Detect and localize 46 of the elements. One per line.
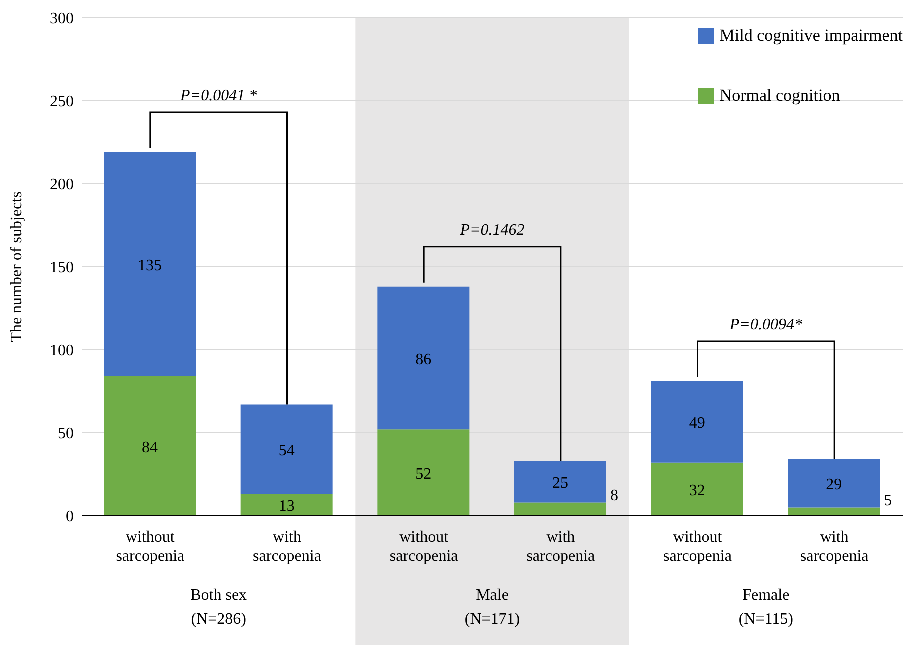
data-label: 32 [689,482,706,500]
x-tick-label: with sarcopenia [526,529,596,565]
annotation: P=0.0041 * [180,87,258,104]
legend-label: Mild cognitive impairment [720,26,903,46]
bar [378,430,470,516]
bar [514,502,606,516]
data-label: 52 [416,466,432,483]
x-tick-label: without sarcopenia [390,529,458,565]
y-axis-title: The number of subjects [8,192,26,342]
x-tick-label: without sarcopenia [116,529,185,565]
bar [788,460,880,508]
data-label: 86 [416,351,432,368]
x-tick-label: with sarcopenia [800,529,869,565]
y-tick-label: 100 [50,342,74,360]
bar [514,461,606,503]
bar [104,376,196,516]
y-tick-label: 0 [66,508,74,526]
data-label: 25 [552,474,568,492]
bar [240,404,333,494]
x-tick-label: with sarcopenia [253,529,322,565]
bar [378,286,470,430]
y-tick-label: 50 [58,426,74,443]
text: Both sex (N=286) [190,586,248,630]
data-label: 84 [142,439,158,456]
data-label: 8 [610,488,618,505]
bar [240,494,333,516]
bar [104,152,196,377]
y-tick-label: 250 [50,94,74,111]
data-label: 49 [689,415,706,432]
bar [651,382,744,463]
y-tick-label: 200 [50,176,74,194]
y-tick-label: 150 [50,260,74,277]
text: Female (N=115) [738,586,794,630]
bar [788,508,880,516]
text: Male (N=171) [464,586,522,630]
data-label: 5 [884,492,892,510]
y-tick-label: 300 [50,10,74,28]
data-label: 13 [278,498,295,516]
data-label: 135 [138,258,162,275]
data-label: 29 [826,476,842,494]
legend-label: Normal cognition [720,86,840,106]
x-tick-label: without sarcopenia [664,529,732,565]
annotation: P=0.1462 [459,222,525,239]
bar [651,462,744,516]
data-label: 54 [278,442,295,460]
annotation: P=0.0094* [728,316,802,334]
